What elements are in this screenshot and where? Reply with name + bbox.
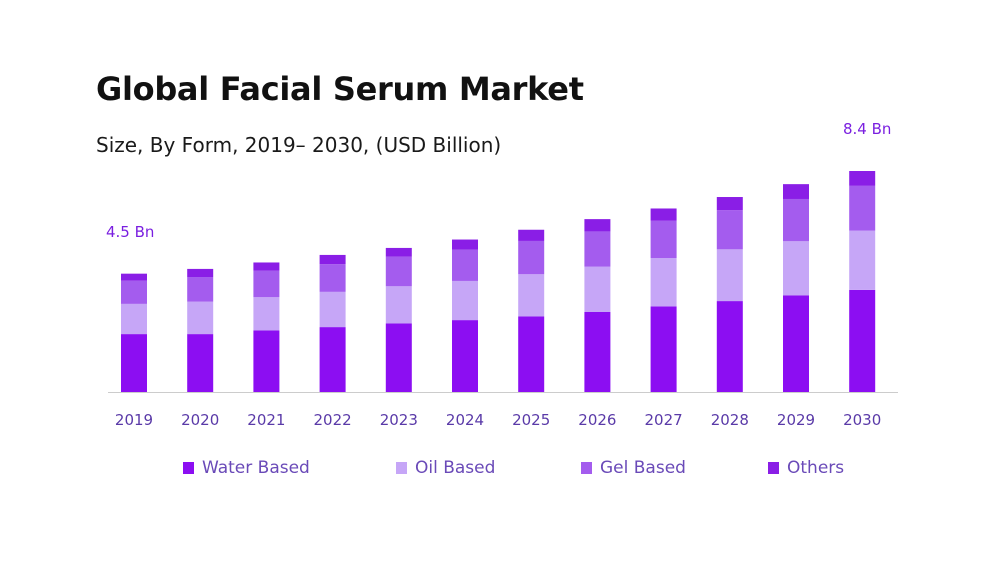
bar-segment-oil-based-2021 — [253, 297, 280, 331]
bar-segment-water-based-2021 — [253, 330, 280, 392]
bar-segment-oil-based-2029 — [783, 241, 809, 296]
bar-segment-oil-based-2020 — [187, 301, 214, 335]
bar-segment-water-based-2030 — [849, 289, 876, 392]
bar-segment-others-2020 — [187, 268, 214, 278]
bar-segment-gel-based-2025 — [518, 240, 545, 275]
bar-segment-oil-based-2024 — [452, 280, 478, 321]
end-value-callout: 8.4 Bn — [843, 120, 892, 138]
bar-segment-oil-based-2030 — [849, 230, 876, 290]
bar-segment-oil-based-2026 — [584, 266, 611, 312]
bar-segment-gel-based-2019 — [121, 280, 147, 304]
bar-segment-oil-based-2019 — [121, 303, 147, 335]
bar-segment-gel-based-2026 — [584, 231, 611, 267]
bar-segment-gel-based-2020 — [187, 277, 214, 302]
bar-segment-water-based-2019 — [121, 334, 147, 392]
legend-item-gel-based: Gel Based — [581, 458, 686, 478]
bar-segment-others-2026 — [584, 219, 611, 232]
bar-segment-gel-based-2029 — [783, 198, 809, 242]
bar-segment-water-based-2027 — [650, 306, 677, 392]
bar-segment-gel-based-2028 — [716, 210, 743, 250]
x-tick-label: 2021 — [247, 411, 285, 429]
legend-label-oil-based: Oil Based — [415, 458, 496, 478]
bar-segment-others-2028 — [716, 197, 743, 211]
legend-item-others: Others — [768, 458, 844, 478]
bar-segment-others-2024 — [452, 239, 478, 250]
bar-segment-water-based-2029 — [783, 295, 809, 392]
x-tick-label: 2025 — [512, 411, 550, 429]
legend-item-water-based: Water Based — [183, 458, 310, 478]
chart-legend: Water Based Oil Based Gel Based Others — [0, 458, 1000, 484]
x-tick-label: 2029 — [777, 411, 815, 429]
legend-swatch-others — [768, 462, 779, 474]
bar-segment-gel-based-2027 — [650, 220, 677, 259]
bar-segment-gel-based-2023 — [385, 256, 412, 287]
bar-segment-others-2021 — [253, 262, 280, 271]
bar-segment-oil-based-2023 — [385, 286, 412, 324]
legend-item-oil-based: Oil Based — [396, 458, 495, 478]
legend-label-water-based: Water Based — [202, 458, 310, 478]
x-tick-label: 2023 — [380, 411, 418, 429]
chart-subtitle: Size, By Form, 2019– 2030, (USD Billion) — [96, 133, 502, 157]
bar-segment-others-2025 — [518, 229, 545, 241]
bar-segment-gel-based-2030 — [849, 185, 876, 231]
x-tick-label: 2020 — [181, 411, 219, 429]
x-tick-label: 2030 — [843, 411, 881, 429]
chart-title: Global Facial Serum Market — [96, 70, 584, 108]
bar-segment-water-based-2022 — [319, 327, 346, 392]
bar-segment-water-based-2024 — [452, 320, 478, 392]
x-tick-label: 2019 — [115, 411, 153, 429]
legend-swatch-water-based — [183, 462, 194, 474]
bar-segment-water-based-2026 — [584, 311, 611, 392]
bar-segment-others-2029 — [783, 184, 809, 199]
bar-segment-water-based-2023 — [385, 323, 412, 392]
x-tick-label: 2026 — [578, 411, 616, 429]
legend-swatch-gel-based — [581, 462, 592, 474]
bar-segment-others-2027 — [650, 208, 677, 221]
bar-segment-water-based-2028 — [716, 301, 743, 392]
bar-segment-oil-based-2028 — [716, 249, 743, 302]
legend-swatch-oil-based — [396, 462, 407, 474]
x-tick-label: 2028 — [711, 411, 749, 429]
bar-segment-oil-based-2022 — [319, 291, 346, 328]
bar-segment-others-2023 — [385, 247, 412, 257]
x-tick-label: 2024 — [446, 411, 484, 429]
bar-segment-others-2030 — [849, 171, 876, 186]
legend-label-gel-based: Gel Based — [600, 458, 686, 478]
legend-label-others: Others — [787, 458, 845, 478]
bar-segment-others-2019 — [121, 273, 147, 281]
x-tick-label: 2027 — [645, 411, 683, 429]
bar-segment-water-based-2025 — [518, 316, 545, 392]
start-value-callout: 4.5 Bn — [106, 223, 155, 241]
bar-segment-oil-based-2025 — [518, 274, 545, 317]
bar-segment-gel-based-2021 — [253, 270, 280, 298]
bar-segment-gel-based-2022 — [319, 264, 346, 292]
bar-segment-water-based-2020 — [187, 334, 214, 392]
bar-segment-others-2022 — [319, 254, 346, 265]
bar-segment-oil-based-2027 — [650, 258, 677, 307]
x-tick-label: 2022 — [314, 411, 352, 429]
bar-segment-gel-based-2024 — [452, 249, 478, 281]
